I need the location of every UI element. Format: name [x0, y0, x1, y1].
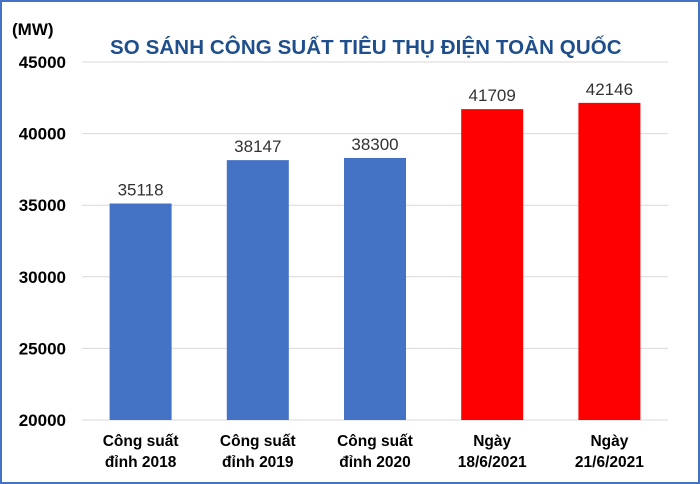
- category-label: đỉnh 2019: [222, 454, 294, 471]
- category-label: đỉnh 2018: [105, 454, 177, 471]
- category-label: Công suất: [220, 433, 296, 450]
- data-label: 41709: [469, 86, 516, 105]
- data-label: 35118: [118, 181, 164, 200]
- category-label: Công suất: [337, 433, 413, 450]
- y-tick-label: 30000: [19, 268, 66, 287]
- category-label: Công suất: [103, 433, 179, 450]
- bar: [344, 157, 406, 420]
- bar: [109, 203, 172, 420]
- bars: [109, 102, 641, 421]
- y-tick-label: 35000: [19, 196, 66, 215]
- y-axis-unit-label: (MW): [12, 20, 54, 39]
- category-label: 18/6/2021: [458, 454, 527, 471]
- y-tick-label: 40000: [19, 125, 66, 144]
- category-label: Ngày: [590, 433, 628, 450]
- data-label: 38147: [234, 137, 281, 156]
- category-label: đỉnh 2020: [339, 454, 411, 471]
- y-tick-label: 25000: [19, 339, 66, 358]
- y-tick-label: 20000: [19, 411, 66, 430]
- bar: [461, 109, 524, 420]
- data-label: 38300: [351, 135, 398, 154]
- category-label: 21/6/2021: [575, 454, 644, 471]
- x-axis-categories: Công suất đỉnh 2018 Công suất đỉnh 2019 Công…: [103, 433, 645, 471]
- chart-title: SO SÁNH CÔNG SUẤT TIÊU THỤ ĐIỆN TOÀN QUỐ…: [110, 36, 622, 59]
- y-axis-ticks: 45000 40000 35000 30000 25000 20000: [19, 53, 66, 430]
- bar: [226, 160, 289, 421]
- bar: [578, 102, 641, 421]
- data-label: 42146: [586, 80, 633, 99]
- category-label: Ngày: [473, 433, 511, 450]
- data-labels: 35118 38147 38300 41709 42146: [118, 80, 633, 200]
- y-tick-label: 45000: [19, 53, 66, 72]
